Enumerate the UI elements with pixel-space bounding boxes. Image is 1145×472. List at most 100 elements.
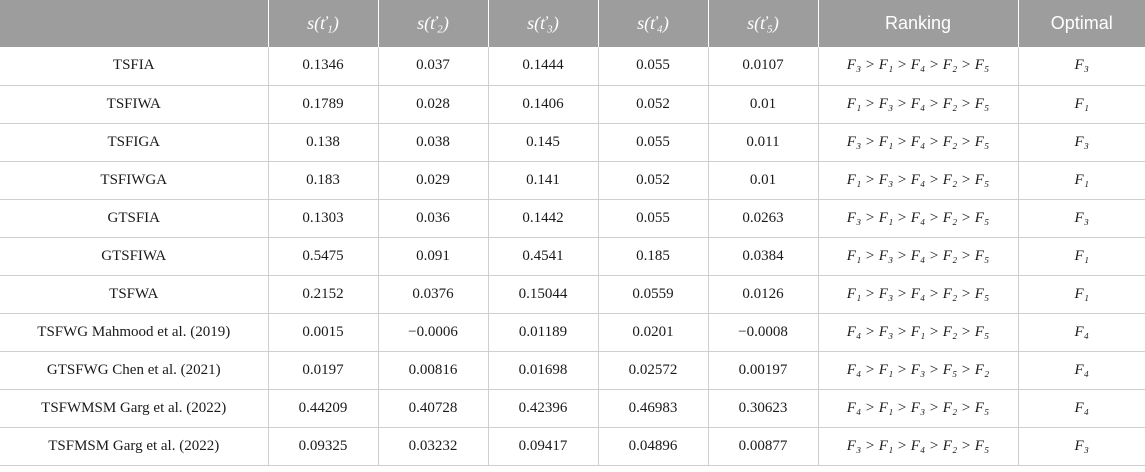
cell-optimal: F₁ [1017, 161, 1145, 200]
cell-optimal: F₄ [1017, 313, 1145, 352]
cell-s3: 0.1406 [487, 85, 598, 124]
cell-s1: 0.183 [267, 161, 378, 200]
table-row: GTSFIWA 0.5475 0.091 0.4541 0.185 0.0384 F₁ > … [0, 237, 1145, 276]
header-optimal: Optimal [1017, 0, 1145, 47]
cell-optimal: F₄ [1017, 389, 1145, 428]
cell-s1: 0.2152 [267, 275, 378, 314]
cell-method: GTSFWG Chen et al. (2021) [0, 351, 268, 390]
table-row: TSFIWA 0.1789 0.028 0.1406 0.052 0.01 F₁ > F₃ … [0, 85, 1145, 124]
cell-method: TSFIGA [0, 123, 268, 162]
cell-s5: 0.00197 [707, 351, 818, 390]
cell-s4: 0.46983 [597, 389, 708, 428]
cell-s1: 0.138 [267, 123, 378, 162]
cell-s3: 0.1442 [487, 199, 598, 238]
cell-method: TSFWG Mahmood et al. (2019) [0, 313, 268, 352]
cell-optimal: F₁ [1017, 237, 1145, 276]
cell-method: TSFWMSM Garg et al. (2022) [0, 389, 268, 428]
cell-s5: 0.011 [707, 123, 818, 162]
header-s4: s(ť₄) [597, 0, 708, 47]
cell-s2: 0.40728 [377, 389, 488, 428]
table-row: TSFWG Mahmood et al. (2019) 0.0015 −0.0006… [0, 313, 1145, 352]
cell-s1: 0.1789 [267, 85, 378, 124]
cell-s2: 0.038 [377, 123, 488, 162]
cell-s5: 0.01 [707, 85, 818, 124]
cell-s4: 0.052 [597, 161, 708, 200]
cell-method: TSFMSM Garg et al. (2022) [0, 427, 268, 466]
cell-optimal: F₃ [1017, 47, 1145, 86]
header-s5: s(ť₅) [707, 0, 818, 47]
cell-s2: 0.00816 [377, 351, 488, 390]
cell-s3: 0.15044 [487, 275, 598, 314]
header-s2: s(ť₂) [377, 0, 488, 47]
cell-method: GTSFIA [0, 199, 268, 238]
table-row: TSFWMSM Garg et al. (2022) 0.44209 0.40728… [0, 389, 1145, 428]
cell-s1: 0.1303 [267, 199, 378, 238]
cell-ranking: F₁ > F₃ > F₄ > F₂ > F₅ [817, 275, 1018, 314]
cell-s2: −0.0006 [377, 313, 488, 352]
header-row: s(ť₁) s(ť₂) s(ť₃) s(ť₄) s(ť₅) Ranking Op… [0, 0, 1145, 47]
cell-s4: 0.04896 [597, 427, 708, 466]
table-row: TSFMSM Garg et al. (2022) 0.09325 0.03232 0… [0, 427, 1145, 466]
cell-s4: 0.052 [597, 85, 708, 124]
cell-s3: 0.1444 [487, 47, 598, 86]
cell-s2: 0.091 [377, 237, 488, 276]
cell-method: TSFIWGA [0, 161, 268, 200]
cell-optimal: F₁ [1017, 275, 1145, 314]
cell-s4: 0.055 [597, 47, 708, 86]
cell-s5: 0.01 [707, 161, 818, 200]
cell-s2: 0.036 [377, 199, 488, 238]
table-row: GTSFWG Chen et al. (2021) 0.0197 0.00816 0.… [0, 351, 1145, 390]
cell-s4: 0.02572 [597, 351, 708, 390]
cell-s4: 0.0201 [597, 313, 708, 352]
table-row: GTSFIA 0.1303 0.036 0.1442 0.055 0.0263 F₃ > F… [0, 199, 1145, 238]
cell-ranking: F₄ > F₃ > F₁ > F₂ > F₅ [817, 313, 1018, 352]
cell-s5: 0.0126 [707, 275, 818, 314]
header-method [0, 0, 268, 47]
cell-s4: 0.055 [597, 123, 708, 162]
cell-s3: 0.145 [487, 123, 598, 162]
table-row: TSFWA 0.2152 0.0376 0.15044 0.0559 0.0126 F₁ >… [0, 275, 1145, 314]
cell-s4: 0.0559 [597, 275, 708, 314]
cell-s1: 0.1346 [267, 47, 378, 86]
table-row: TSFIGA 0.138 0.038 0.145 0.055 0.011 F₃ > F₁ >… [0, 123, 1145, 162]
cell-s1: 0.09325 [267, 427, 378, 466]
cell-s5: −0.0008 [707, 313, 818, 352]
cell-method: GTSFIWA [0, 237, 268, 276]
cell-s5: 0.30623 [707, 389, 818, 428]
cell-s3: 0.01698 [487, 351, 598, 390]
table-row: TSFIA 0.1346 0.037 0.1444 0.055 0.0107 F₃ > F₁… [0, 47, 1145, 86]
cell-method: TSFIWA [0, 85, 268, 124]
cell-s4: 0.055 [597, 199, 708, 238]
cell-s2: 0.03232 [377, 427, 488, 466]
cell-s2: 0.029 [377, 161, 488, 200]
cell-s5: 0.0263 [707, 199, 818, 238]
cell-ranking: F₁ > F₃ > F₄ > F₂ > F₅ [817, 237, 1018, 276]
cell-s5: 0.0107 [707, 47, 818, 86]
cell-s1: 0.44209 [267, 389, 378, 428]
cell-s3: 0.141 [487, 161, 598, 200]
cell-s3: 0.42396 [487, 389, 598, 428]
cell-s5: 0.0384 [707, 237, 818, 276]
cell-s3: 0.4541 [487, 237, 598, 276]
cell-ranking: F₁ > F₃ > F₄ > F₂ > F₅ [817, 161, 1018, 200]
cell-optimal: F₃ [1017, 123, 1145, 162]
cell-ranking: F₁ > F₃ > F₄ > F₂ > F₅ [817, 85, 1018, 124]
cell-ranking: F₃ > F₁ > F₄ > F₂ > F₅ [817, 47, 1018, 86]
cell-optimal: F₁ [1017, 85, 1145, 124]
cell-s4: 0.185 [597, 237, 708, 276]
cell-s5: 0.00877 [707, 427, 818, 466]
cell-s1: 0.5475 [267, 237, 378, 276]
cell-method: TSFIA [0, 47, 268, 86]
cell-ranking: F₃ > F₁ > F₄ > F₂ > F₅ [817, 199, 1018, 238]
cell-optimal: F₃ [1017, 427, 1145, 466]
header-ranking: Ranking [817, 0, 1018, 47]
cell-s3: 0.01189 [487, 313, 598, 352]
table-row: TSFIWGA 0.183 0.029 0.141 0.052 0.01 F₁ > F₃ >… [0, 161, 1145, 200]
cell-ranking: F₃ > F₁ > F₄ > F₂ > F₅ [817, 427, 1018, 466]
cell-ranking: F₄ > F₁ > F₃ > F₅ > F₂ [817, 351, 1018, 390]
cell-s3: 0.09417 [487, 427, 598, 466]
cell-method: TSFWA [0, 275, 268, 314]
cell-s1: 0.0197 [267, 351, 378, 390]
header-s3: s(ť₃) [487, 0, 598, 47]
